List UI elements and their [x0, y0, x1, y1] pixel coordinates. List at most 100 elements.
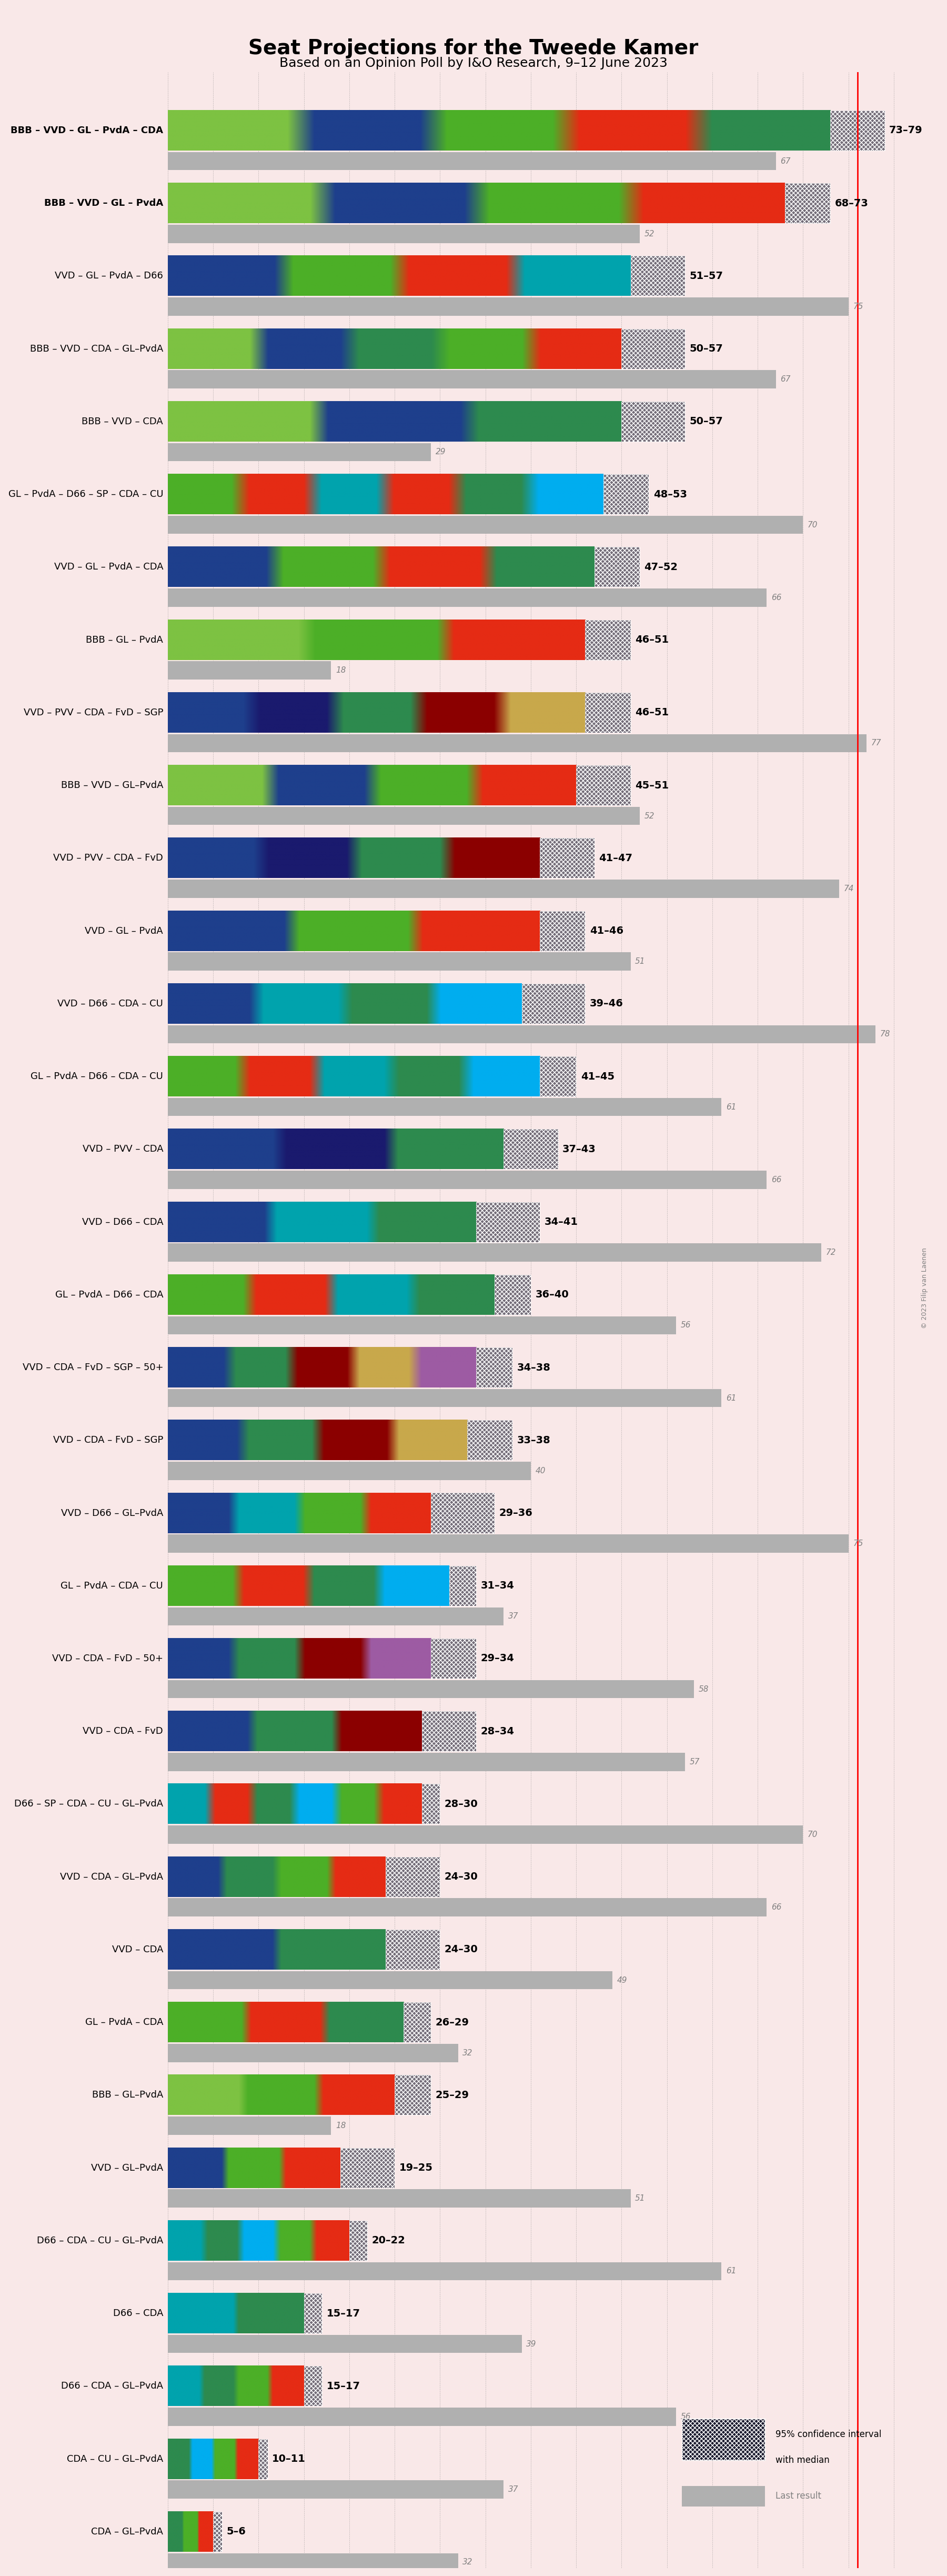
Text: 51: 51 — [635, 958, 645, 966]
Text: VVD – GL – PvdA: VVD – GL – PvdA — [85, 927, 163, 935]
Text: BBB – GL–PvdA: BBB – GL–PvdA — [92, 2089, 163, 2099]
Text: 29: 29 — [436, 448, 446, 456]
Bar — [431, 1638, 476, 1680]
Bar — [522, 984, 585, 1023]
Bar — [403, 2002, 431, 2043]
Text: 46–51: 46–51 — [635, 634, 669, 644]
Text: 19–25: 19–25 — [399, 2164, 433, 2174]
Text: 33–38: 33–38 — [517, 1435, 550, 1445]
Bar — [349, 2221, 367, 2262]
Text: 10–11: 10–11 — [272, 2455, 306, 2465]
Bar — [168, 1826, 803, 1844]
Text: 24–30: 24–30 — [444, 1873, 478, 1883]
Bar — [785, 183, 831, 224]
Bar — [403, 2002, 431, 2043]
Text: 45–51: 45–51 — [635, 781, 669, 791]
Text: GL – PvdA – CDA: GL – PvdA – CDA — [85, 2017, 163, 2027]
Text: GL – PvdA – D66 – SP – CDA – CU: GL – PvdA – D66 – SP – CDA – CU — [9, 489, 163, 500]
Bar — [385, 1857, 440, 1896]
Text: VVD – CDA – FvD – SGP – 50+: VVD – CDA – FvD – SGP – 50+ — [23, 1363, 163, 1373]
Bar — [168, 152, 776, 170]
Text: VVD – CDA – GL–PvdA: VVD – CDA – GL–PvdA — [60, 1873, 163, 1880]
Text: 37: 37 — [508, 2486, 518, 2494]
Bar — [395, 2076, 431, 2115]
Text: 58: 58 — [699, 1685, 709, 1692]
Text: 20–22: 20–22 — [372, 2236, 405, 2246]
Text: GL – PvdA – D66 – CDA – CU: GL – PvdA – D66 – CDA – CU — [30, 1072, 163, 1082]
Text: 34–38: 34–38 — [517, 1363, 551, 1373]
Text: 66: 66 — [771, 1175, 781, 1185]
Text: 74: 74 — [844, 884, 854, 894]
Bar — [168, 443, 431, 461]
Text: 37: 37 — [508, 1613, 518, 1620]
Text: 50–57: 50–57 — [689, 343, 724, 353]
Text: BBB – VVD – CDA: BBB – VVD – CDA — [81, 417, 163, 425]
Bar — [449, 1566, 476, 1605]
Bar — [682, 2486, 765, 2506]
Text: 49: 49 — [616, 1976, 627, 1984]
Text: with median: with median — [776, 2455, 830, 2465]
Text: 70: 70 — [808, 1832, 818, 1839]
Bar — [168, 1752, 685, 1770]
Text: D66 – SP – CDA – CU – GL–PvdA: D66 – SP – CDA – CU – GL–PvdA — [14, 1801, 163, 1808]
Text: 70: 70 — [808, 520, 818, 528]
Bar — [168, 1680, 694, 1698]
Bar — [168, 2553, 458, 2571]
Text: 61: 61 — [725, 2267, 736, 2275]
Text: 29–36: 29–36 — [499, 1507, 532, 1517]
Bar — [168, 2190, 631, 2208]
Text: 41–47: 41–47 — [599, 853, 633, 863]
Text: VVD – CDA: VVD – CDA — [112, 1945, 163, 1955]
Bar — [603, 474, 649, 515]
Bar — [259, 2439, 268, 2478]
Bar — [168, 1899, 767, 1917]
Text: VVD – CDA – FvD – 50+: VVD – CDA – FvD – 50+ — [52, 1654, 163, 1664]
Bar — [595, 546, 639, 587]
Text: 39: 39 — [527, 2339, 536, 2347]
Bar — [168, 371, 776, 389]
Text: 61: 61 — [725, 1103, 736, 1110]
Text: VVD – GL–PvdA: VVD – GL–PvdA — [91, 2164, 163, 2172]
Text: VVD – CDA – FvD – SGP: VVD – CDA – FvD – SGP — [53, 1435, 163, 1445]
Bar — [168, 2043, 458, 2061]
Text: 29–34: 29–34 — [481, 1654, 514, 1664]
Text: 36–40: 36–40 — [535, 1291, 569, 1301]
Bar — [504, 1128, 558, 1170]
Bar — [168, 2117, 331, 2136]
Bar — [585, 693, 631, 732]
Text: 52: 52 — [644, 229, 654, 237]
Text: 66: 66 — [771, 1904, 781, 1911]
Text: 95% confidence interval: 95% confidence interval — [776, 2429, 882, 2439]
Text: CDA – CU – GL–PvdA: CDA – CU – GL–PvdA — [66, 2455, 163, 2463]
Bar — [540, 1056, 576, 1097]
Bar — [476, 1203, 540, 1242]
Bar — [476, 1347, 512, 1388]
Text: 75: 75 — [853, 1540, 863, 1548]
Bar — [304, 2367, 322, 2406]
Text: 41–45: 41–45 — [581, 1072, 615, 1082]
Bar — [421, 1710, 476, 1752]
Bar — [504, 1128, 558, 1170]
Text: 52: 52 — [644, 811, 654, 819]
Text: Based on an Opinion Poll by I&O Research, 9–12 June 2023: Based on an Opinion Poll by I&O Research… — [279, 57, 668, 70]
Text: 73–79: 73–79 — [889, 126, 922, 137]
Bar — [421, 1710, 476, 1752]
Bar — [304, 2293, 322, 2334]
Text: 34–41: 34–41 — [545, 1216, 578, 1226]
Bar — [585, 621, 631, 659]
Text: D66 – CDA – CU – GL–PvdA: D66 – CDA – CU – GL–PvdA — [37, 2236, 163, 2246]
Bar — [494, 1275, 530, 1314]
Text: 47–52: 47–52 — [644, 562, 678, 572]
Bar — [785, 183, 831, 224]
Bar — [621, 330, 685, 368]
Bar — [603, 474, 649, 515]
Bar — [540, 837, 595, 878]
Bar — [168, 2409, 676, 2427]
Bar — [168, 2481, 504, 2499]
Text: 56: 56 — [681, 2414, 690, 2421]
Text: VVD – D66 – CDA – CU: VVD – D66 – CDA – CU — [58, 999, 163, 1007]
Text: 51–57: 51–57 — [689, 270, 724, 281]
Bar — [168, 734, 867, 752]
Text: 26–29: 26–29 — [436, 2017, 469, 2027]
Text: © 2023 Filip van Laenen: © 2023 Filip van Laenen — [921, 1247, 928, 1329]
